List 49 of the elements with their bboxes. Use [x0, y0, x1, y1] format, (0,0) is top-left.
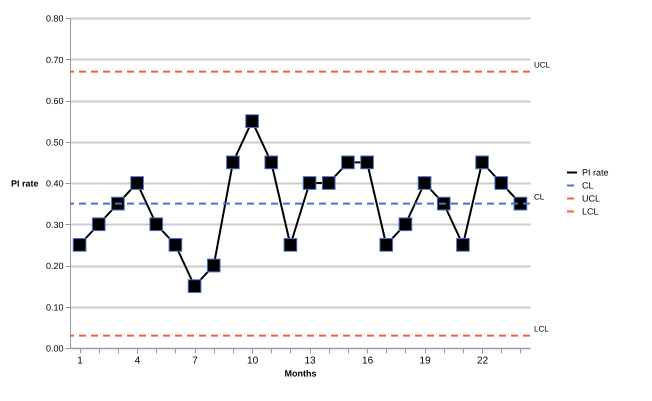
- legend-label: PI rate: [582, 168, 609, 178]
- point: [72, 238, 86, 252]
- x-axis-title: Months: [284, 368, 316, 378]
- y-tick-label: 0.60: [46, 96, 64, 106]
- y-tick-label: 0.20: [46, 261, 64, 271]
- y-tick-label: 0.70: [46, 54, 64, 65]
- y-tick-label: 0.50: [46, 137, 64, 148]
- point: [188, 279, 202, 293]
- ref-line-label: LCL: [534, 324, 550, 334]
- x-tick-label: 10: [247, 356, 259, 366]
- y-tick-label: 0.40: [46, 178, 64, 188]
- point: [226, 156, 240, 170]
- y-tick-label: 0.30: [46, 220, 64, 230]
- text: UCL: [582, 194, 600, 204]
- point: [398, 217, 412, 232]
- point: [322, 176, 336, 190]
- point: [494, 176, 508, 190]
- y-tick-label: 0.80: [46, 14, 64, 24]
- x-tick-label: 13: [304, 356, 316, 366]
- x-tick-label: 22: [477, 356, 489, 366]
- point: [168, 238, 182, 252]
- ref-line-label: CL: [534, 192, 545, 202]
- point: [284, 238, 298, 252]
- text: CL: [582, 180, 594, 190]
- x-tick-label: 1: [77, 356, 84, 366]
- point: [245, 114, 259, 128]
- point: [206, 258, 221, 272]
- y-tick-label: 0.10: [46, 302, 64, 312]
- point: [360, 156, 374, 170]
- y-tick-label: 0.00: [46, 344, 64, 354]
- point: [456, 238, 470, 252]
- point: [149, 217, 164, 232]
- y-axis-title: PI rate: [10, 178, 38, 188]
- point: [111, 196, 125, 210]
- point: [436, 196, 451, 210]
- text: LCL: [582, 206, 599, 216]
- x-tick-label: 7: [192, 356, 198, 366]
- point: [341, 156, 355, 170]
- point: [379, 238, 394, 252]
- point: [418, 176, 432, 190]
- point: [92, 217, 106, 232]
- x-tick-label: 16: [362, 356, 374, 366]
- x-tick-label: 4: [134, 356, 141, 366]
- point: [130, 176, 144, 190]
- ref-line-label: UCL: [534, 60, 551, 70]
- point: [302, 176, 316, 190]
- point: [264, 156, 278, 170]
- point: [475, 156, 489, 170]
- x-tick-label: 19: [420, 356, 432, 366]
